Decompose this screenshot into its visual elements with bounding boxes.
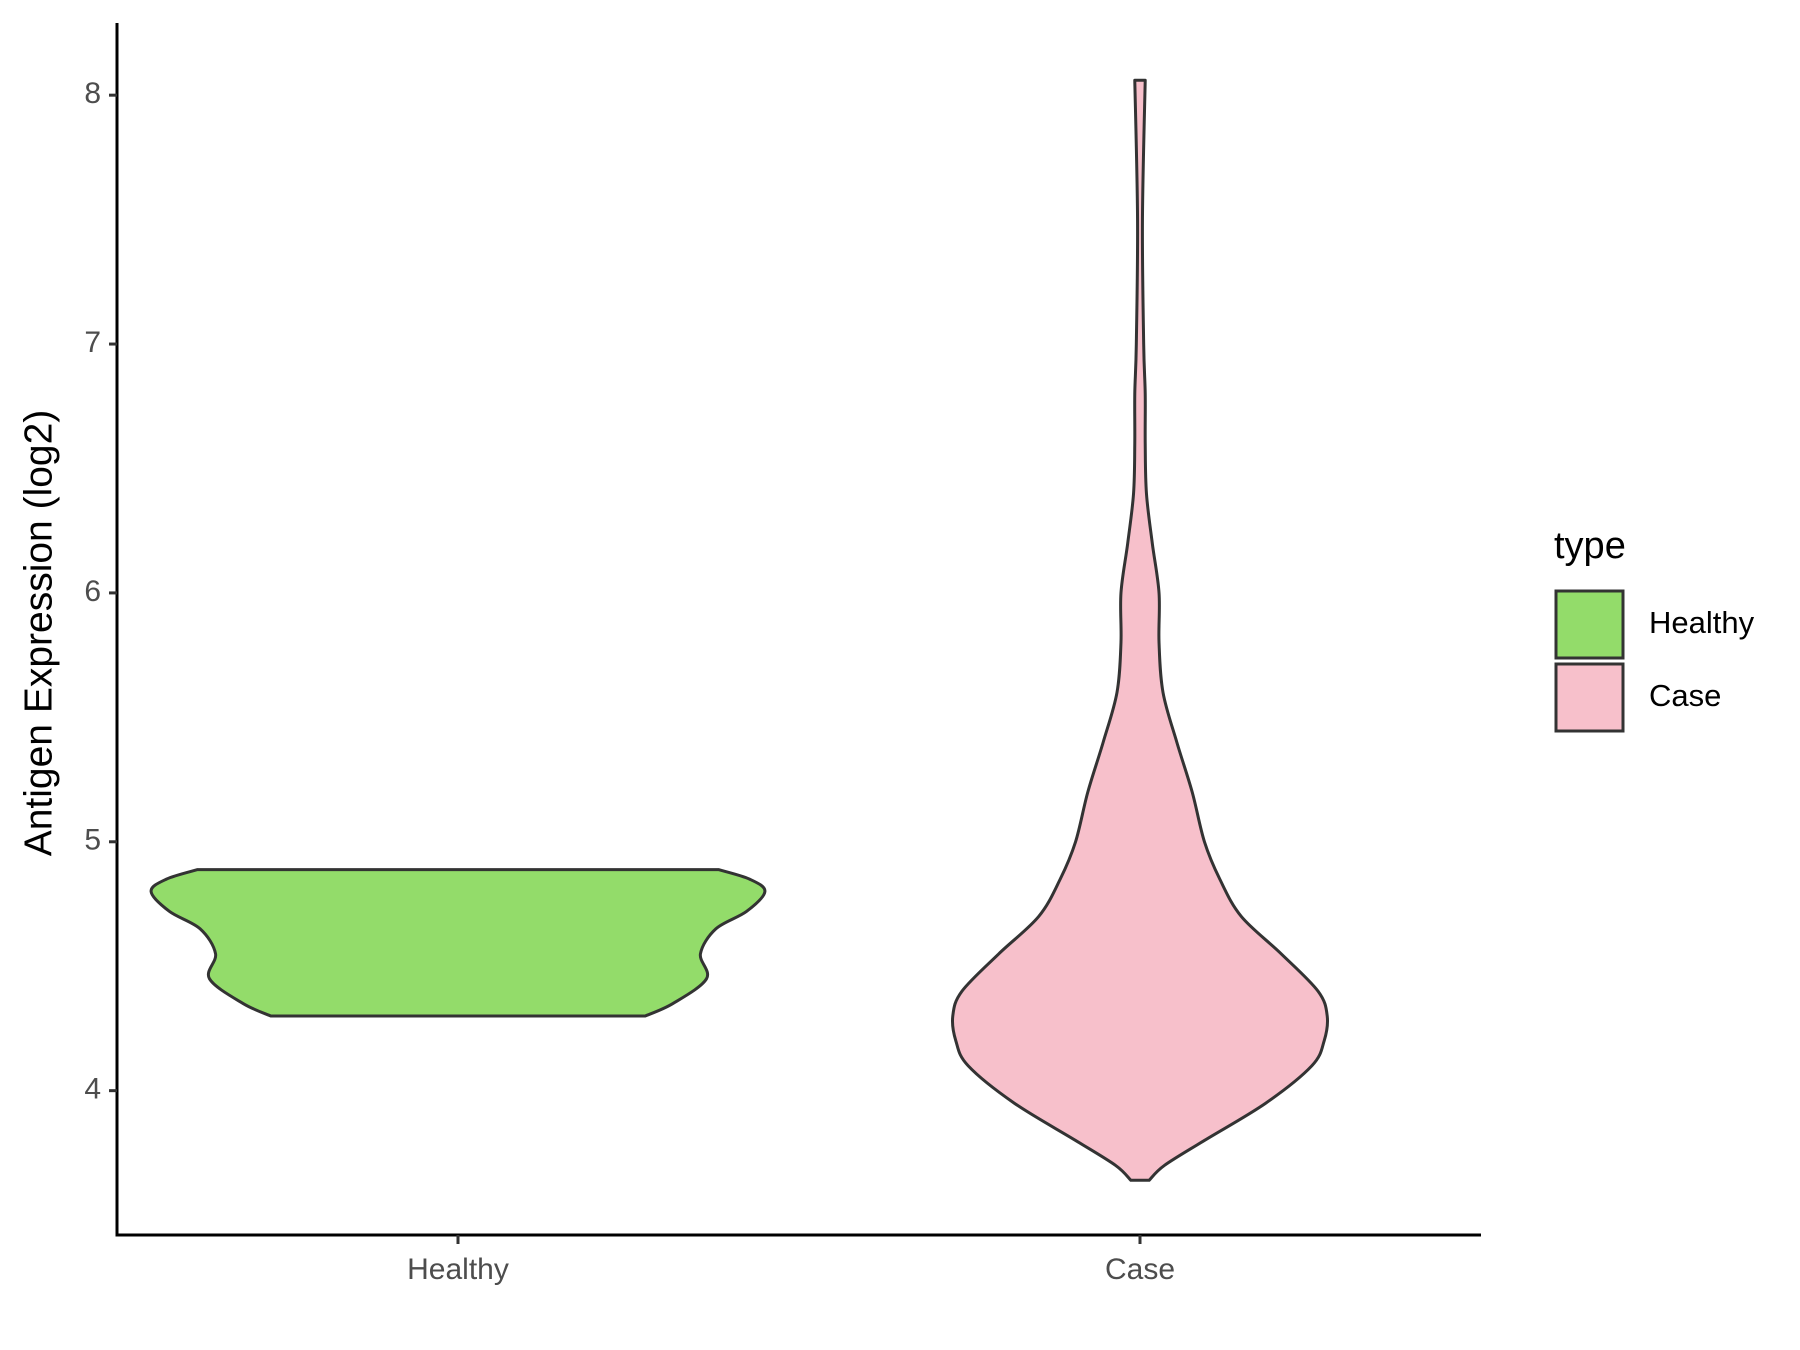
legend-label: Healthy bbox=[1649, 605, 1755, 640]
legend-label: Case bbox=[1649, 678, 1721, 713]
y-tick-label: 5 bbox=[84, 824, 101, 857]
legend-key bbox=[1554, 662, 1625, 733]
x-tick-label: Healthy bbox=[407, 1253, 509, 1286]
y-tick-label: 8 bbox=[84, 77, 101, 110]
violin bbox=[950, 78, 1330, 1182]
y-tick-label: 6 bbox=[84, 575, 101, 608]
y-tick-label: 4 bbox=[84, 1073, 101, 1106]
y-tick-label: 7 bbox=[84, 326, 101, 359]
legend-key bbox=[1554, 589, 1625, 660]
legend-title: type bbox=[1554, 525, 1626, 567]
violin bbox=[149, 868, 767, 1018]
x-tick-label: Case bbox=[1105, 1253, 1175, 1286]
y-axis-title: Antigen Expression (log2) bbox=[17, 410, 60, 857]
